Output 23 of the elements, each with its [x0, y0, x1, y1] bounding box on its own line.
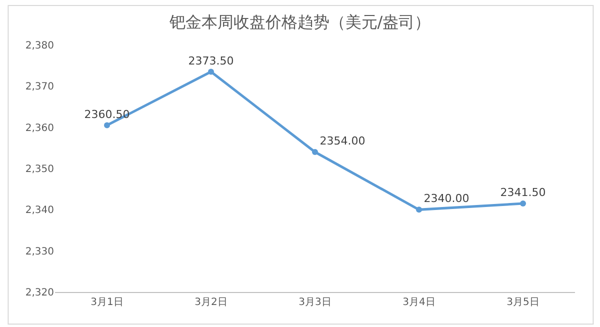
data-label: 2373.50 [188, 54, 234, 68]
point [312, 149, 318, 156]
x-tick-label: 3月3日 [298, 297, 332, 308]
y-tick-label: 2,320 [25, 288, 54, 298]
y-tick-label: 2,370 [25, 82, 54, 93]
x-tick-label: 3月5日 [506, 297, 540, 308]
chart-title: 钯金本周收盘价格趋势（美元/盎司） [168, 12, 431, 32]
y-tick-label: 2,330 [25, 246, 54, 258]
point [416, 206, 422, 213]
y-tick-label: 2,360 [25, 122, 54, 134]
y-tick-label: 2,380 [25, 40, 54, 52]
y-tick-label: 2,340 [25, 205, 54, 216]
data-label: 2340.00 [424, 192, 470, 206]
x-tick-label: 3月1日 [90, 297, 124, 308]
x-tick-label: 3月2日 [194, 297, 228, 308]
x-tick-label: 3月4日 [402, 297, 436, 308]
point [208, 68, 214, 75]
data-label: 2360.50 [84, 108, 130, 121]
data-label: 2354.00 [320, 134, 366, 148]
point [104, 122, 110, 128]
point [520, 200, 526, 206]
y-tick-label: 2,350 [25, 164, 54, 175]
data-label: 2341.50 [500, 186, 546, 199]
